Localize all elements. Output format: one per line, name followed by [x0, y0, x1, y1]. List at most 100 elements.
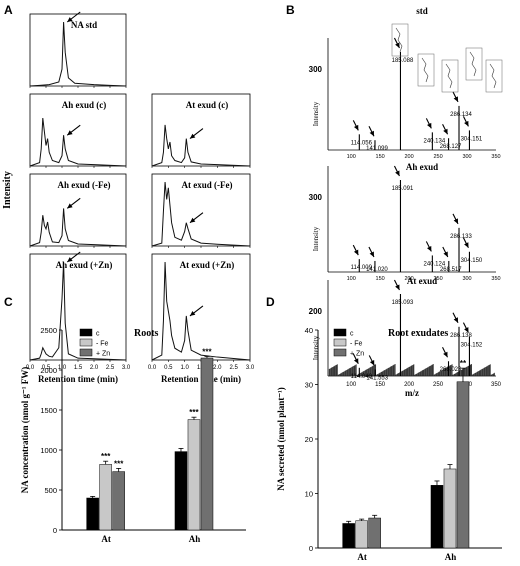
spectrum-y-tick: 300: [309, 193, 323, 202]
peak-arrow-head: [443, 251, 448, 257]
x-axis-label: Retention time (min): [38, 374, 118, 384]
roots-significance: ***: [189, 408, 199, 417]
exudates-y-tick-label: 10: [305, 490, 313, 499]
roots-significance: ***: [114, 459, 124, 468]
panel-letter-b: B: [286, 3, 295, 17]
peak-arrow-head: [395, 170, 400, 176]
roots-legend-swatch: [79, 348, 93, 357]
roots-y-tick-label: 1000: [40, 446, 57, 455]
peak-mz-label: 141.020: [366, 267, 388, 273]
peak-arrow-head: [464, 327, 469, 333]
roots-bar: [174, 451, 188, 531]
spectrum-x-tick-label: 350: [491, 154, 500, 160]
peak-mz-label: 268.127: [440, 144, 462, 150]
peak-mz-label: 286.133: [450, 234, 472, 240]
spectrum-y-label: Intensity: [312, 335, 320, 360]
peak-mz-label: 286.138: [450, 333, 472, 339]
x-tick-label: 0.5: [42, 365, 51, 371]
peak-arrow-head: [353, 124, 359, 131]
x-tick-label: 0.0: [26, 365, 35, 371]
peak-arrow-head: [67, 203, 73, 209]
spectrum-x-tick-label: 100: [346, 382, 357, 388]
peak-arrow-head: [189, 133, 196, 139]
exudates-bar: [355, 520, 368, 549]
peak-mz-label: 141.099: [366, 146, 388, 152]
roots-bar: [99, 464, 112, 531]
exudates-legend-label: c: [350, 331, 354, 338]
chromatogram-title: At exud (-Fe): [182, 180, 233, 190]
chromatogram-title: Ah exud (c): [62, 100, 107, 110]
exudates-y-label: NA secreted (nmol plant⁻¹): [276, 387, 286, 491]
structure-box: [417, 53, 435, 87]
x-tick-label: 2.5: [106, 365, 115, 371]
roots-category-label: Ah: [189, 534, 201, 544]
fragment-structure: [465, 47, 483, 81]
peak-arrow-head: [189, 310, 196, 316]
exudates-category-label: At: [357, 552, 367, 562]
peak-mz-label: 114.009: [351, 265, 373, 271]
peak-mz-label: 304.150: [461, 258, 483, 264]
peak-mz-label: 240.124: [423, 261, 445, 267]
exudates-bar: [430, 485, 444, 549]
roots-legend-label: c: [96, 331, 100, 338]
spectrum-title: At exud: [407, 276, 437, 286]
roots-legend-label: + Zn: [96, 351, 110, 358]
structure-bonds: [489, 63, 497, 89]
exudates-y-tick-label: 30: [305, 381, 313, 390]
chromatogram-title: At exud (+Zn): [180, 260, 235, 270]
peak-arrow-head: [453, 317, 459, 323]
chromatogram-title: At exud (c): [186, 100, 229, 110]
exudates-legend-label: + Zn: [350, 351, 364, 358]
chromatogram-trace: [29, 21, 127, 87]
exudates-y-tick-label: 20: [305, 435, 313, 444]
peak-mz-label: 268.517: [440, 267, 462, 273]
peak-mz-label: 286.134: [450, 112, 472, 118]
exudates-title: Root exudates: [388, 328, 448, 339]
peak-arrow-head: [67, 257, 73, 262]
spectrum-y-tick: 200: [309, 307, 323, 316]
exudates-legend-swatch: [333, 338, 347, 347]
exudates-y-tick-label: 40: [305, 326, 313, 335]
spectrum-x-tick-label: 150: [376, 276, 385, 282]
x-tick-label: 3.0: [246, 365, 255, 371]
roots-significance: ***: [202, 347, 212, 356]
exudates-legend-swatch: [333, 348, 347, 357]
fragment-structure: [485, 59, 503, 93]
peak-arrow-head: [464, 242, 469, 248]
roots-y-tick-label: 500: [44, 486, 57, 495]
peak-arrow-head: [395, 42, 400, 48]
exudates-significance: **: [460, 359, 467, 368]
roots-title: Roots: [134, 328, 159, 339]
spectrum-y-label: Intensity: [312, 226, 320, 251]
roots-category-label: At: [101, 534, 111, 544]
x-tick-label: 0.0: [148, 365, 157, 371]
x-tick-label: 3.0: [122, 365, 131, 371]
roots-y-tick-label: 2500: [40, 326, 57, 335]
peak-mz-label: 141.553: [366, 375, 388, 381]
exudates-bar: [368, 517, 381, 549]
panel-letter-a: A: [4, 3, 13, 17]
roots-y-tick-label: 0: [53, 526, 57, 535]
spectrum-x-tick-label: 100: [347, 276, 356, 282]
roots-bar: [200, 357, 214, 531]
peak-arrow-head: [67, 17, 73, 22]
spectrum-noise: [328, 364, 495, 376]
roots-bar: [112, 471, 125, 531]
exudates-category-label: Ah: [445, 552, 457, 562]
peak-mz-label: 304.152: [461, 343, 483, 349]
exudates-legend-swatch: [333, 328, 347, 337]
structure-box: [465, 47, 483, 81]
spectrum-y-tick: 300: [309, 65, 323, 74]
exudates-bar: [456, 381, 470, 549]
structure-bonds: [445, 63, 453, 89]
peak-arrow-head: [369, 359, 375, 366]
roots-legend-swatch: [79, 328, 93, 337]
peak-arrow-head: [369, 251, 374, 257]
roots-y-label: NA concentration (nmol g⁻¹ FW): [20, 367, 30, 493]
structure-box: [485, 59, 503, 93]
chromatogram-title: Ah exud (+Zn): [56, 260, 113, 270]
peak-arrow-head: [67, 130, 73, 136]
x-tick-label: 1.0: [180, 365, 189, 371]
